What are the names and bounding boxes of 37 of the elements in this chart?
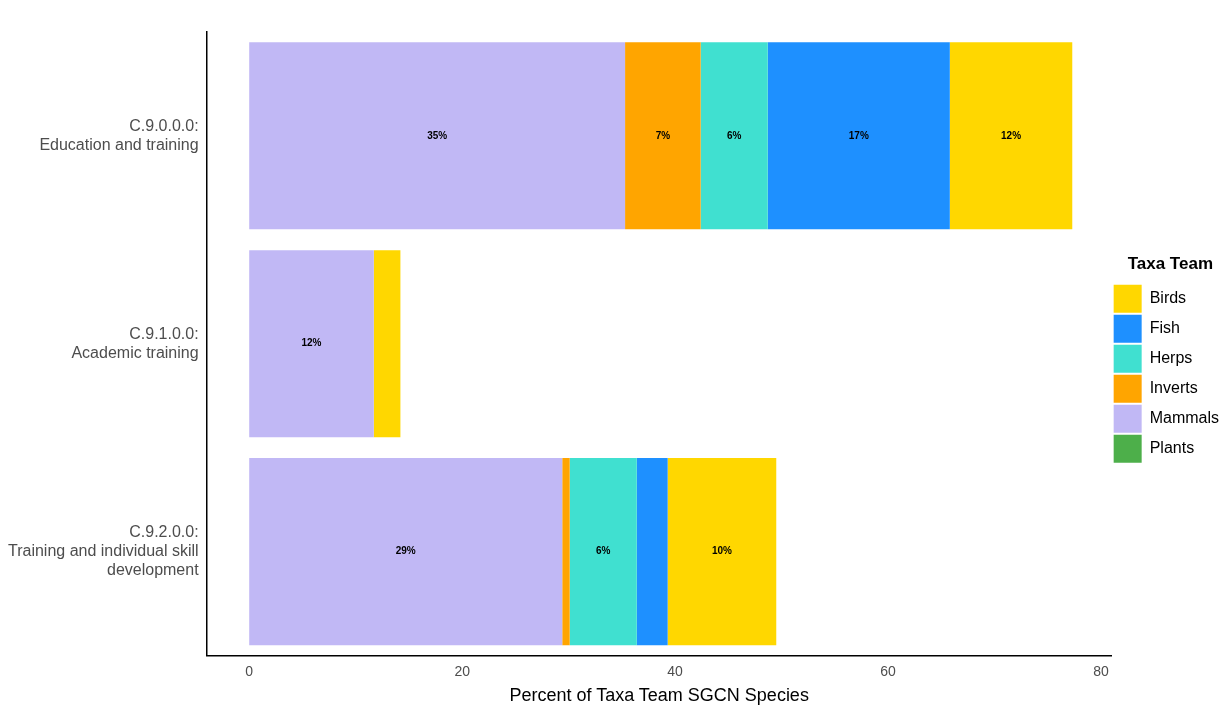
x-tick-label: 60 (880, 662, 897, 679)
bar (249, 42, 626, 230)
data-label: 6% (596, 545, 611, 557)
data-label: 12% (1001, 129, 1022, 141)
bar (249, 250, 374, 438)
x-tick-label: 80 (1093, 662, 1110, 679)
bar (700, 42, 768, 230)
data-label: 7% (655, 129, 671, 141)
bar (562, 458, 570, 646)
data-label: 35% (427, 129, 448, 141)
data-label: 6% (726, 129, 742, 141)
data-label: 12% (301, 337, 322, 349)
data-label: 17% (848, 129, 869, 141)
x-tick-label: 40 (667, 662, 684, 679)
legend-label: Mammals (1149, 409, 1220, 427)
x-tick-label: 20 (454, 662, 471, 679)
legend-title: Taxa Team (1127, 254, 1214, 274)
legend-label: Birds (1149, 289, 1187, 307)
x-axis-title: Percent of Taxa Team SGCN Species (509, 685, 809, 706)
legend-label: Herps (1149, 349, 1193, 367)
y-tick-label: C.9.1.0.0: Academic training (71, 324, 199, 361)
y-tick-label: C.9.2.0.0: Training and individual skill development (7, 522, 200, 579)
legend-label: Inverts (1149, 379, 1198, 397)
bar (569, 458, 637, 646)
bar (625, 42, 701, 230)
y-tick-label: C.9.0.0.0: Education and training (39, 116, 199, 153)
x-tick-label: 0 (245, 662, 254, 679)
bar (636, 458, 668, 646)
bar (949, 42, 1073, 230)
bar (249, 458, 563, 646)
legend-label: Plants (1149, 439, 1195, 457)
legend-label: Fish (1149, 319, 1180, 337)
data-label: 29% (395, 545, 416, 557)
bar (373, 250, 401, 438)
bar (767, 42, 950, 230)
bar (667, 458, 777, 646)
data-label: 10% (711, 545, 733, 557)
